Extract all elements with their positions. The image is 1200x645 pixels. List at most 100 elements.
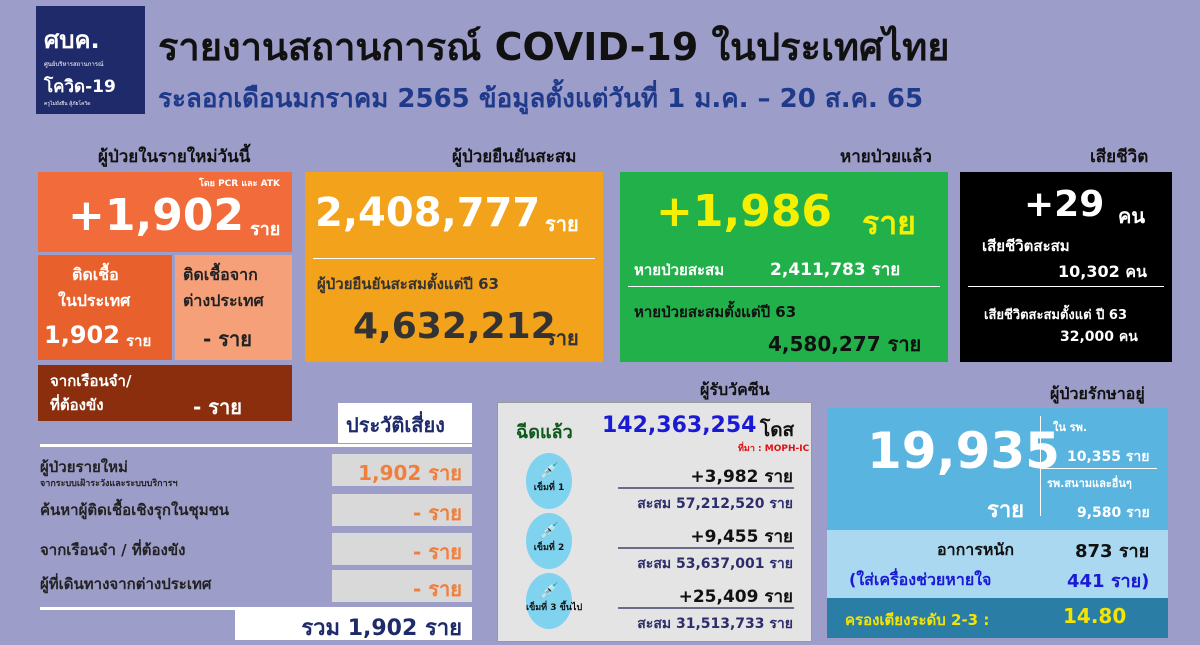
divider: [1041, 468, 1157, 469]
vaccine-given-label: ฉีดแล้ว: [516, 422, 573, 443]
confirmed-since-unit: ราย: [545, 326, 579, 350]
domestic-card: ติดเชื้อ ในประเทศ 1,902 ราย: [38, 255, 172, 360]
confirmed-heading: ผู้ป่วยยืนยันสะสม: [452, 147, 577, 167]
ventilator-label: (ใส่เครื่องช่วยหายใจ: [849, 570, 992, 589]
bed-value: 14.80: [1063, 604, 1127, 628]
new-cases-heading: ผู้ป่วยในรายใหม่วันนี้: [98, 147, 251, 167]
deaths-unit: คน: [1118, 204, 1146, 228]
syringe-icon: 💉: [539, 521, 559, 540]
abroad-card: ติดเชื้อจาก ต่างประเทศ - ราย: [175, 255, 292, 360]
vaccine-heading: ผู้รับวัคซีน: [700, 380, 770, 399]
logo-tag: ครูไม่ยั่งยืน สู้ภัยโควิด: [44, 101, 91, 107]
treatment-value: 19,935: [867, 422, 1060, 480]
dose-today: +9,455 ราย: [690, 527, 793, 547]
deaths-cum-value: 10,302 คน: [1058, 262, 1147, 281]
page-title: รายงานสถานการณ์ COVID-19 ในประเทศไทย: [158, 25, 950, 69]
logo-covid: โควิด-19: [44, 77, 116, 97]
prison-label: จากเรือนจำ/: [50, 372, 132, 390]
deaths-since-label: เสียชีวิตสะสมตั้งแต่ ปี 63: [984, 308, 1127, 323]
ventilator-value: 441 ราย): [1067, 571, 1150, 592]
hospital-label: ใน รพ.: [1053, 421, 1088, 434]
divider: [1040, 416, 1041, 516]
domestic-label-2: ในประเทศ: [58, 291, 131, 310]
risk-row-label: จากเรือนจำ / ที่ต้องขัง: [40, 541, 186, 559]
dose-today: +25,409 ราย: [678, 587, 793, 607]
risk-row-sub: จากระบบเฝ้าระวังและระบบบริการฯ: [40, 479, 178, 489]
abroad-value: - ราย: [203, 327, 252, 351]
risk-row-label: ผู้ที่เดินทางจากต่างประเทศ: [40, 575, 212, 593]
confirmed-since-value: 4,632,212: [353, 306, 556, 347]
dose-today: +3,982 ราย: [690, 467, 793, 487]
deaths-value: +29: [1024, 184, 1105, 225]
recovered-heading: หายป่วยแล้ว: [840, 147, 932, 167]
prison-value: - ราย: [193, 395, 242, 419]
recovered-since-value: 4,580,277 ราย: [768, 332, 922, 356]
dose-cumulative: สะสม 57,212,520 ราย: [637, 496, 793, 512]
abroad-label-2: ต่างประเทศ: [183, 291, 264, 310]
deaths-cum-label: เสียชีวิตสะสม: [982, 237, 1070, 255]
domestic-label: ติดเชื้อ: [72, 265, 119, 284]
recovered-since-label: หายป่วยสะสมตั้งแต่ปี 63: [634, 303, 797, 321]
divider: [40, 607, 472, 610]
abroad-label: ติดเชื้อจาก: [183, 265, 258, 284]
risk-row-label: ผู้ป่วยรายใหม่: [40, 458, 128, 476]
divider: [313, 258, 595, 259]
bed-card: ครองเตียงระดับ 2-3 : 14.80: [827, 598, 1168, 638]
deaths-card: +29 คน เสียชีวิตสะสม 10,302 คน เสียชีวิต…: [960, 172, 1172, 362]
hospital-value: 10,355 ราย: [1067, 449, 1150, 465]
divider: [40, 444, 472, 447]
vaccine-source: ที่มา : MOPH-IC: [738, 444, 810, 454]
deaths-heading: เสียชีวิต: [1090, 147, 1149, 167]
sbk-logo: ศบค. ศูนย์บริหารสถานการณ์ โควิด-19 ครูไม…: [36, 6, 145, 114]
dose-label: เข็มที่ 1: [533, 483, 565, 493]
syringe-icon: 💉: [539, 581, 559, 600]
domestic-unit: ราย: [126, 332, 152, 350]
divider: [618, 487, 794, 489]
severe-card: อาการหนัก 873 ราย (ใส่เครื่องช่วยหายใจ 4…: [827, 530, 1168, 598]
new-cases-card: โดย PCR และ ATK +1,902 ราย: [38, 172, 292, 252]
risk-row-label: ค้นหาผู้ติดเชื้อเชิงรุกในชุมชน: [40, 501, 230, 519]
treatment-card: 19,935 ราย ใน รพ. 10,355 ราย รพ.สนามและอ…: [827, 408, 1168, 530]
divider: [968, 286, 1164, 287]
domestic-value: 1,902: [44, 321, 120, 349]
risk-heading: ประวัติเสี่ยง: [338, 403, 472, 443]
page-subtitle: ระลอกเดือนมกราคม 2565 ข้อมูลตั้งแต่วันที…: [158, 84, 924, 114]
logo-text: ศบค.: [44, 26, 100, 54]
severe-value: 873 ราย: [1075, 541, 1150, 562]
dose-label: เข็มที่ 3 ขึ้นไป: [526, 603, 583, 613]
recovered-card: +1,986 ราย หายป่วยสะสม 2,411,783 ราย หาย…: [620, 172, 948, 362]
risk-row-value: - ราย: [332, 533, 472, 565]
new-cases-value: +1,902: [68, 190, 245, 241]
dose-badge: 💉 เข็มที่ 2: [526, 513, 572, 569]
vaccine-given-value: 142,363,254: [602, 413, 757, 438]
deaths-since-value: 32,000 คน: [1060, 329, 1138, 345]
prison-card: จากเรือนจำ/ ที่ต้องขัง - ราย: [38, 365, 292, 421]
divider: [628, 286, 940, 287]
new-cases-note: โดย PCR และ ATK: [198, 179, 280, 189]
dose-cumulative: สะสม 53,637,001 ราย: [637, 556, 793, 572]
recovered-unit: ราย: [862, 204, 916, 242]
syringe-icon: 💉: [539, 461, 559, 480]
confirmed-card: 2,408,777 ราย ผู้ป่วยยืนยันสะสมตั้งแต่ปี…: [305, 172, 603, 362]
divider: [618, 547, 794, 549]
vaccine-given-unit: โดส: [760, 419, 795, 441]
treatment-heading: ผู้ป่วยรักษาอยู่: [1050, 384, 1145, 403]
logo-sub: ศูนย์บริหารสถานการณ์: [44, 61, 104, 68]
recovered-cum-label: หายป่วยสะสม: [634, 261, 725, 279]
confirmed-value: 2,408,777: [315, 190, 541, 236]
field-hospital-label: รพ.สนามและอื่นๆ: [1047, 477, 1132, 490]
bed-label: ครองเตียงระดับ 2-3 :: [845, 611, 990, 629]
dose-badge: 💉 เข็มที่ 3 ขึ้นไป: [526, 573, 583, 629]
dose-label: เข็มที่ 2: [533, 543, 565, 553]
prison-label-2: ที่ต้องขัง: [50, 396, 104, 414]
risk-row-value: - ราย: [332, 570, 472, 602]
confirmed-unit: ราย: [545, 212, 579, 236]
confirmed-since-label: ผู้ป่วยยืนยันสะสมตั้งแต่ปี 63: [317, 275, 499, 293]
recovered-value: +1,986: [656, 186, 833, 237]
risk-row-value: - ราย: [332, 494, 472, 526]
divider: [618, 607, 794, 609]
vaccine-card: ฉีดแล้ว 142,363,254 โดส ที่มา : MOPH-IC …: [497, 402, 812, 642]
treatment-unit: ราย: [987, 498, 1025, 523]
dose-cumulative: สะสม 31,513,733 ราย: [637, 616, 793, 632]
recovered-cum-value: 2,411,783 ราย: [770, 260, 901, 280]
